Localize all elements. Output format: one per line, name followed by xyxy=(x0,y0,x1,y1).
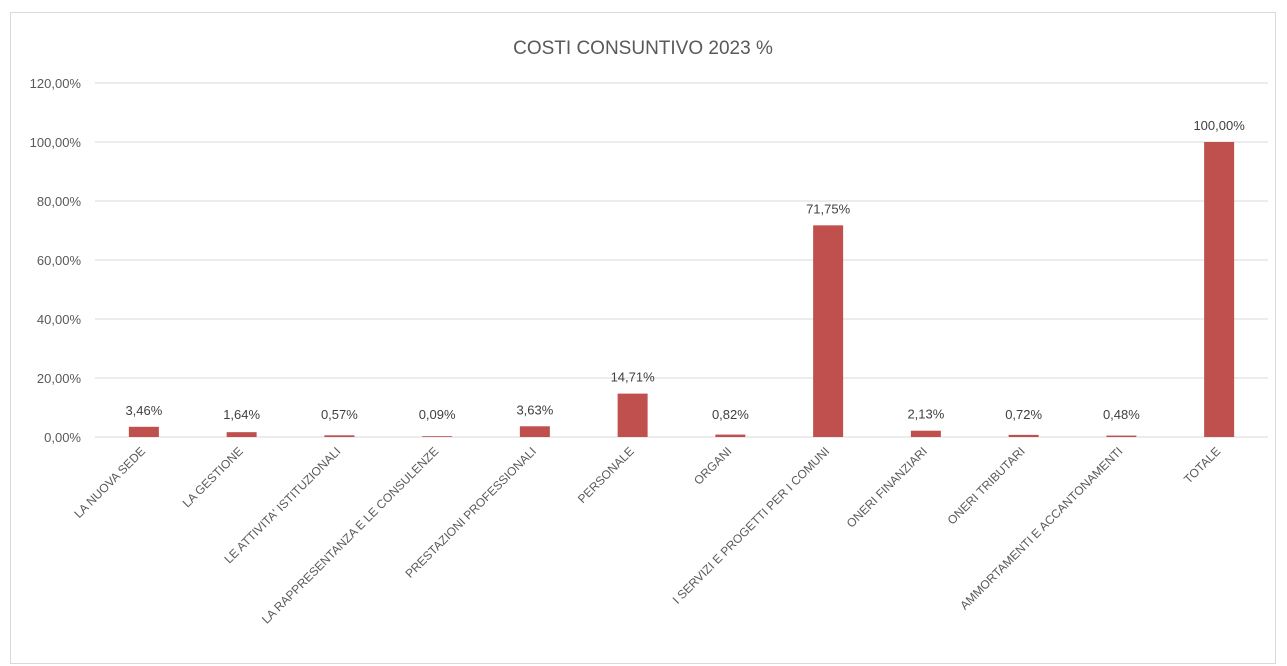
data-label: 71,75% xyxy=(806,201,851,216)
y-tick-label: 100,00% xyxy=(30,135,82,150)
data-label: 1,64% xyxy=(223,407,260,422)
data-label: 0,09% xyxy=(419,407,456,422)
category-label: ORGANI xyxy=(691,444,734,487)
data-label: 3,46% xyxy=(125,403,162,418)
data-label: 100,00% xyxy=(1193,118,1245,133)
category-label: LA NUOVA SEDE xyxy=(71,444,148,521)
data-label: 3,63% xyxy=(516,402,553,417)
bars xyxy=(128,142,1235,437)
data-label: 0,72% xyxy=(1005,407,1042,422)
category-label: PERSONALE xyxy=(575,444,637,506)
chart-title: COSTI CONSUNTIVO 2023 % xyxy=(513,38,773,59)
category-label: TOTALE xyxy=(1181,444,1223,486)
y-tick-label: 120,00% xyxy=(30,76,82,91)
data-labels: 3,46% 1,64% 0,57% 0,09% 3,63% 14,71% 0,82% 71,7… xyxy=(125,118,1245,422)
y-tick-label: 80,00% xyxy=(37,194,82,209)
data-label: 2,13% xyxy=(907,407,944,422)
data-label: 0,82% xyxy=(712,407,749,422)
category-label: LA RAPPRESENTANZA E LE CONSULENZE xyxy=(259,444,441,626)
category-label: LA GESTIONE xyxy=(180,444,246,510)
category-label: ONERI TRIBUTARI xyxy=(945,444,1028,527)
bar xyxy=(1008,434,1039,437)
bar xyxy=(617,393,648,437)
category-label: I SERVIZI E PROGETTI PER I COMUNI xyxy=(670,444,833,607)
category-label: AMMORTAMENTI E ACCANTONAMENTI xyxy=(957,444,1125,612)
bar xyxy=(128,426,159,437)
bar xyxy=(519,426,550,437)
bar xyxy=(1106,435,1137,437)
data-label: 14,71% xyxy=(611,370,656,385)
data-label: 0,57% xyxy=(321,407,358,422)
y-tick-label: 20,00% xyxy=(37,371,82,386)
y-tick-label: 0,00% xyxy=(44,430,81,445)
category-label: ONERI FINANZIARI xyxy=(844,444,930,530)
bar xyxy=(324,435,355,437)
bar xyxy=(910,430,941,437)
y-axis-tick-labels: 0,00% 20,00% 40,00% 60,00% 80,00% 100,00% 120,… xyxy=(30,76,82,445)
bar xyxy=(226,432,257,437)
bar xyxy=(715,434,746,437)
bar xyxy=(1204,142,1235,437)
chart-frame xyxy=(10,12,1276,664)
bar xyxy=(813,225,844,437)
gridlines xyxy=(95,82,1268,438)
bar xyxy=(422,436,453,437)
category-label: LE ATTIVITA' ISTITUZIONALI xyxy=(221,444,343,566)
y-tick-label: 60,00% xyxy=(37,253,82,268)
y-tick-label: 40,00% xyxy=(37,312,82,327)
data-label: 0,48% xyxy=(1103,407,1140,422)
